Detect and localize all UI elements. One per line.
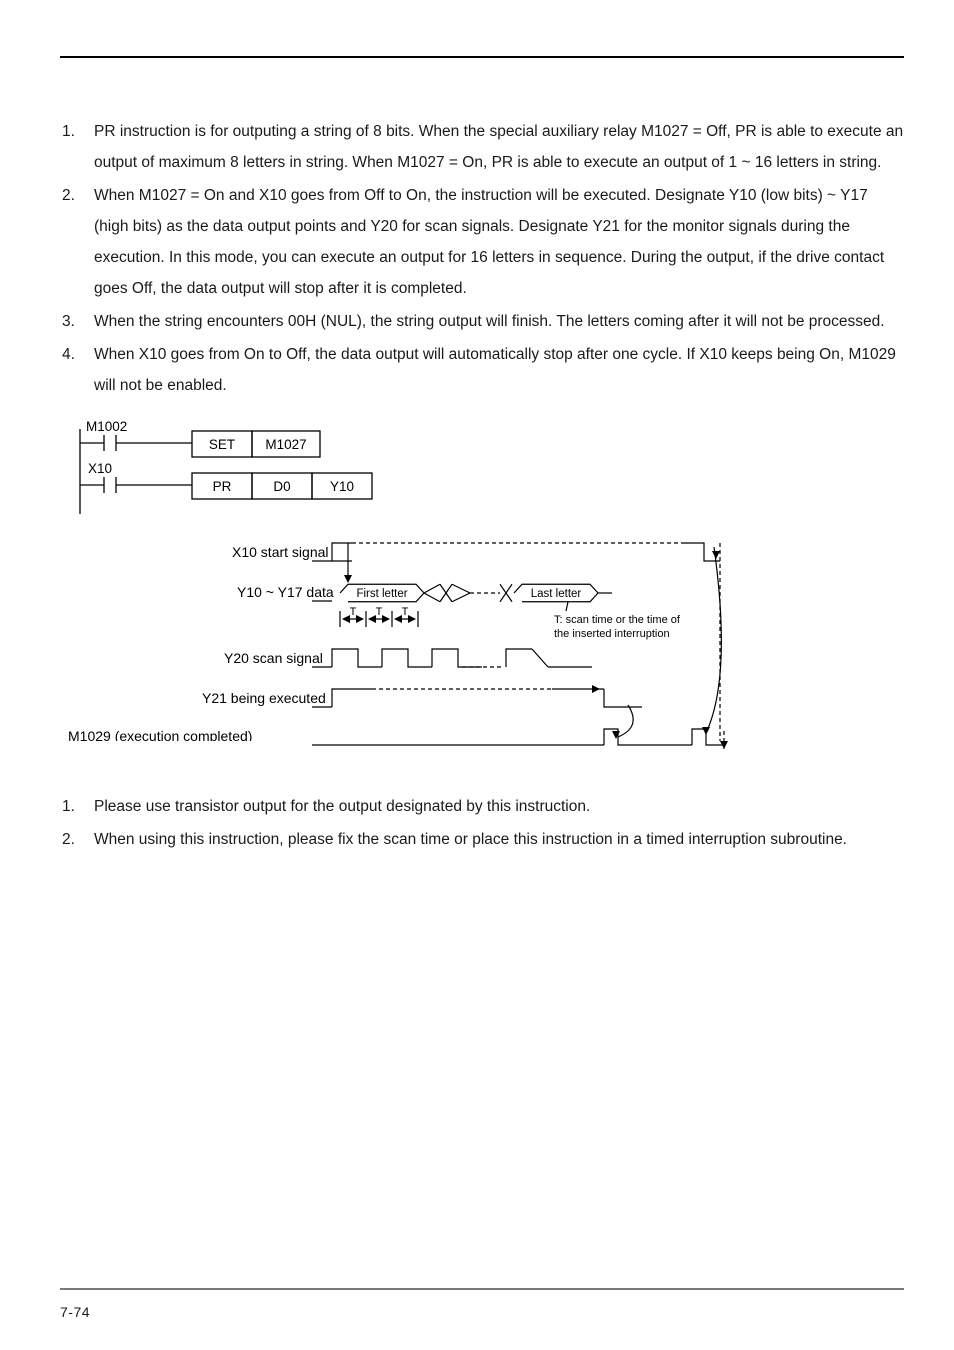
svg-text:T: T <box>376 606 383 618</box>
numbered-list-top: 1.PR instruction is for outputing a stri… <box>60 116 904 401</box>
lower-text-block: 1.Please use transistor output for the o… <box>60 791 904 855</box>
page-number: 7-74 <box>60 1304 90 1320</box>
list-number: 1. <box>60 116 94 178</box>
list-number: 2. <box>60 824 94 855</box>
timing-diagram: X10 start signal Y10 ~ Y17 data Y20 scan s… <box>60 531 904 761</box>
svg-text:PR: PR <box>213 479 232 494</box>
list-number: 1. <box>60 791 94 822</box>
list-number: 4. <box>60 339 94 401</box>
svg-text:Y10 ~ Y17 data: Y10 ~ Y17 data <box>237 584 334 600</box>
svg-text:SET: SET <box>209 437 235 452</box>
rung2-label: X10 <box>88 461 112 476</box>
top-rule <box>60 56 904 58</box>
list-item: 4.When X10 goes from On to Off, the data… <box>60 339 904 401</box>
svg-text:Y21 being executed: Y21 being executed <box>202 690 326 706</box>
numbered-list-bottom: 1.Please use transistor output for the o… <box>60 791 904 855</box>
svg-text:X10 start signal: X10 start signal <box>232 544 329 560</box>
svg-text:First letter: First letter <box>356 588 407 600</box>
svg-text:T: T <box>402 606 409 618</box>
svg-text:Y20 scan signal: Y20 scan signal <box>224 650 323 666</box>
list-text: When the string encounters 00H (NUL), th… <box>94 306 904 337</box>
svg-text:M1027: M1027 <box>265 437 306 452</box>
svg-text:Last letter: Last letter <box>531 588 582 600</box>
svg-text:T: scan time or the time of: T: scan time or the time of <box>554 614 681 626</box>
svg-text:T: T <box>350 606 357 618</box>
list-number: 2. <box>60 180 94 304</box>
list-item: 3.When the string encounters 00H (NUL), … <box>60 306 904 337</box>
svg-text:Y10: Y10 <box>330 479 354 494</box>
list-text: When M1027 = On and X10 goes from Off to… <box>94 180 904 304</box>
svg-text:D0: D0 <box>273 479 290 494</box>
list-text: When using this instruction, please fix … <box>94 824 904 855</box>
list-number: 3. <box>60 306 94 337</box>
list-text: Please use transistor output for the out… <box>94 791 904 822</box>
list-item: 1.PR instruction is for outputing a stri… <box>60 116 904 178</box>
list-item: 1.Please use transistor output for the o… <box>60 791 904 822</box>
ladder-diagram: M1002 SET M1027 X10 PR <box>60 419 904 509</box>
list-item: 2.When using this instruction, please fi… <box>60 824 904 855</box>
list-text: PR instruction is for outputing a string… <box>94 116 904 178</box>
svg-text:the inserted interruption: the inserted interruption <box>554 628 670 640</box>
upper-text-block: 1.PR instruction is for outputing a stri… <box>60 116 904 401</box>
list-text: When X10 goes from On to Off, the data o… <box>94 339 904 401</box>
bottom-rule <box>60 1288 904 1290</box>
list-item: 2.When M1027 = On and X10 goes from Off … <box>60 180 904 304</box>
rung1-label: M1002 <box>86 419 127 434</box>
